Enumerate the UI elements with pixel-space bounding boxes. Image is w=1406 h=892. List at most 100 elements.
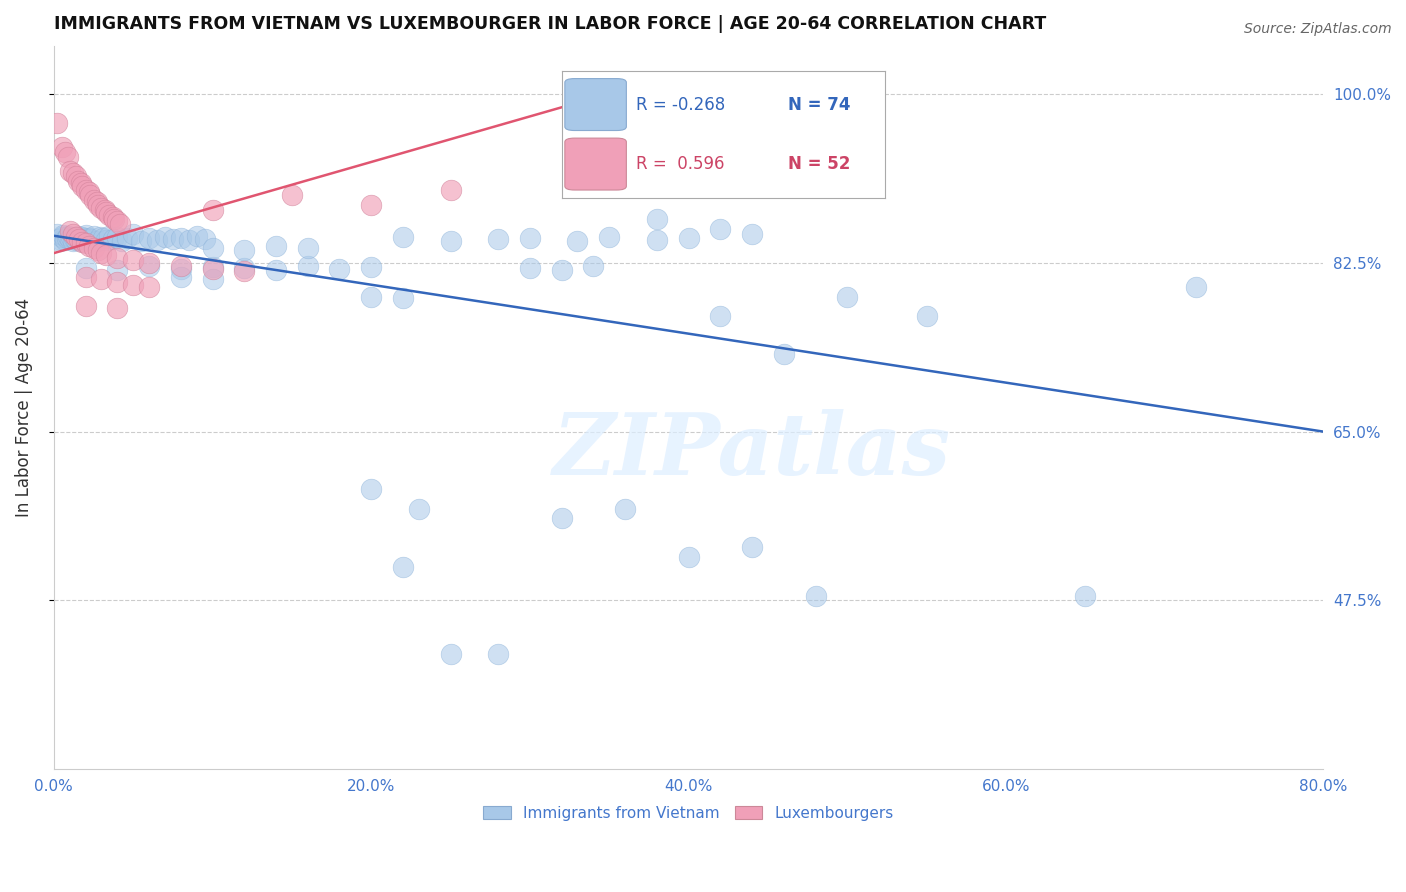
Point [598,87,620,101]
Point [194,232,217,246]
Point [146,233,169,247]
Point [233,244,256,258]
Point [46,227,69,241]
Point [62,166,84,180]
Point [67,232,90,246]
Point [59,164,82,178]
Point [93,202,115,217]
Point [1074,589,1097,603]
Point [614,501,637,516]
Point [53,145,76,159]
Point [233,260,256,275]
Point [1185,280,1208,294]
Point [90,246,112,260]
Point [153,229,176,244]
Point [741,227,763,241]
Y-axis label: In Labor Force | Age 20-64: In Labor Force | Age 20-64 [15,298,32,517]
Point [138,280,160,294]
Point [186,228,208,243]
Point [201,202,224,217]
Point [73,230,96,244]
Point [60,229,83,244]
Point [115,230,138,244]
Point [392,229,415,244]
Point [51,140,73,154]
Point [90,272,112,286]
Point [837,289,859,303]
Point [567,234,589,248]
Point [297,259,319,273]
Point [52,227,75,242]
Point [96,233,118,247]
Point [66,174,89,188]
Point [162,232,184,246]
Point [550,511,572,525]
Point [201,261,224,276]
Point [77,239,100,253]
Point [915,309,938,323]
Point [65,233,87,247]
Point [83,241,105,255]
Point [678,549,700,564]
Point [69,176,91,190]
Point [98,207,121,221]
Text: Source: ZipAtlas.com: Source: ZipAtlas.com [1244,22,1392,37]
Point [264,239,287,253]
Point [138,230,160,244]
Point [105,275,128,289]
Point [72,235,94,249]
Text: IMMIGRANTS FROM VIETNAM VS LUXEMBOURGER IN LABOR FORCE | AGE 20-64 CORRELATION C: IMMIGRANTS FROM VIETNAM VS LUXEMBOURGER … [53,15,1046,33]
Point [105,214,128,228]
Point [105,251,128,265]
Point [49,234,72,248]
Point [328,261,350,276]
Point [87,244,110,258]
Point [75,227,97,242]
Point [105,229,128,244]
Point [360,289,382,303]
Point [201,272,224,286]
Point [105,301,128,315]
Point [66,228,89,243]
Point [53,233,76,247]
Point [69,234,91,248]
Point [264,262,287,277]
Point [105,262,128,277]
Point [392,292,415,306]
Point [297,241,319,255]
Point [101,232,124,246]
Point [519,260,541,275]
Point [83,193,105,207]
Point [56,150,79,164]
Point [170,270,193,285]
Point [122,252,145,267]
Point [138,256,160,270]
Point [486,647,509,661]
Point [75,299,97,313]
Point [79,188,101,202]
Point [98,228,121,243]
Point [598,229,620,244]
Point [201,241,224,255]
Point [360,260,382,274]
Point [77,230,100,244]
Point [79,232,101,246]
Point [678,230,700,244]
Point [233,264,256,278]
Point [138,259,160,273]
Point [408,501,430,516]
Point [741,541,763,555]
Point [392,559,415,574]
Point [110,217,132,231]
Point [75,236,97,251]
Point [101,211,124,225]
Point [55,230,77,244]
Point [170,230,193,244]
Point [170,259,193,273]
Point [439,183,461,197]
Point [96,204,118,219]
Point [90,201,112,215]
Point [77,186,100,200]
Point [129,234,152,248]
Point [72,178,94,193]
